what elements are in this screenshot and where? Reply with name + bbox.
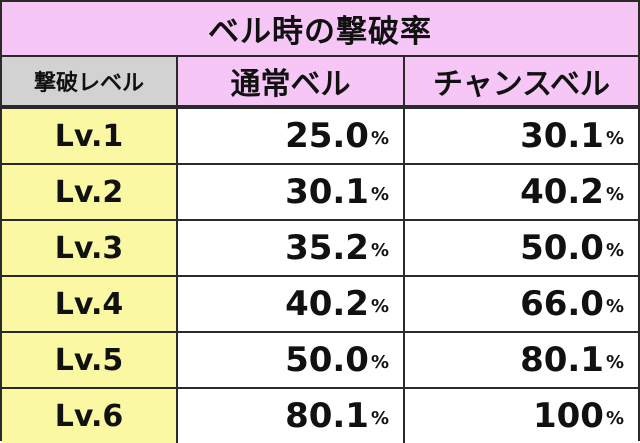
table-row: Lv.5 50.0% 80.1% (2, 331, 638, 387)
percent-unit: % (605, 352, 624, 373)
normal-bell-value: 30.1 (285, 172, 369, 212)
normal-bell-value: 35.2 (285, 228, 369, 268)
percent-unit: % (605, 296, 624, 317)
normal-bell-value: 50.0 (285, 340, 369, 380)
percent-unit: % (370, 128, 389, 149)
normal-bell-cell: 40.2% (178, 277, 405, 331)
chance-bell-value: 50.0 (520, 228, 604, 268)
table-row: Lv.3 35.2% 50.0% (2, 219, 638, 275)
chance-bell-value: 30.1 (520, 116, 604, 156)
percent-unit: % (370, 352, 389, 373)
header-row: 撃破レベル 通常ベル チャンスベル (2, 57, 638, 105)
chance-bell-cell: 80.1% (405, 333, 638, 387)
level-cell: Lv.6 (2, 389, 178, 443)
percent-unit: % (370, 184, 389, 205)
normal-bell-value: 80.1 (285, 396, 369, 436)
chance-bell-value: 80.1 (520, 340, 604, 380)
table-row: Lv.1 25.0% 30.1% (2, 107, 638, 163)
normal-bell-cell: 35.2% (178, 221, 405, 275)
percent-unit: % (370, 408, 389, 429)
percent-unit: % (370, 240, 389, 261)
normal-bell-cell: 80.1% (178, 389, 405, 443)
percent-unit: % (605, 240, 624, 261)
percent-unit: % (605, 408, 624, 429)
normal-bell-value: 40.2 (285, 284, 369, 324)
level-cell: Lv.1 (2, 109, 178, 163)
level-cell: Lv.2 (2, 165, 178, 219)
chance-bell-cell: 100% (405, 389, 638, 443)
chance-bell-value: 40.2 (520, 172, 604, 212)
percent-unit: % (605, 184, 624, 205)
normal-bell-cell: 50.0% (178, 333, 405, 387)
level-cell: Lv.4 (2, 277, 178, 331)
table-row: Lv.6 80.1% 100% (2, 387, 638, 443)
chance-bell-value: 66.0 (520, 284, 604, 324)
table-row: Lv.4 40.2% 66.0% (2, 275, 638, 331)
header-level: 撃破レベル (2, 57, 178, 105)
normal-bell-cell: 30.1% (178, 165, 405, 219)
chance-bell-cell: 30.1% (405, 109, 638, 163)
chance-bell-cell: 66.0% (405, 277, 638, 331)
header-chance-bell: チャンスベル (405, 57, 638, 105)
chance-bell-value: 100 (532, 396, 604, 436)
header-normal-bell: 通常ベル (178, 57, 405, 105)
level-cell: Lv.5 (2, 333, 178, 387)
chance-bell-cell: 40.2% (405, 165, 638, 219)
table-body: Lv.1 25.0% 30.1% Lv.2 30.1% 40.2% Lv.3 3… (2, 107, 638, 443)
level-cell: Lv.3 (2, 221, 178, 275)
normal-bell-value: 25.0 (285, 116, 369, 156)
normal-bell-cell: 25.0% (178, 109, 405, 163)
chance-bell-cell: 50.0% (405, 221, 638, 275)
percent-unit: % (370, 296, 389, 317)
percent-unit: % (605, 128, 624, 149)
table-row: Lv.2 30.1% 40.2% (2, 163, 638, 219)
table-title: ベル時の撃破率 (2, 2, 638, 57)
